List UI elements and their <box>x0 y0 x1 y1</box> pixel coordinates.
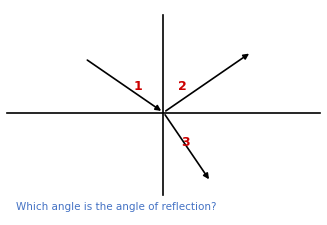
Text: Which angle is the angle of reflection?: Which angle is the angle of reflection? <box>16 202 216 212</box>
Text: 1: 1 <box>134 80 143 93</box>
Text: 2: 2 <box>178 80 187 93</box>
Text: 3: 3 <box>181 136 190 149</box>
